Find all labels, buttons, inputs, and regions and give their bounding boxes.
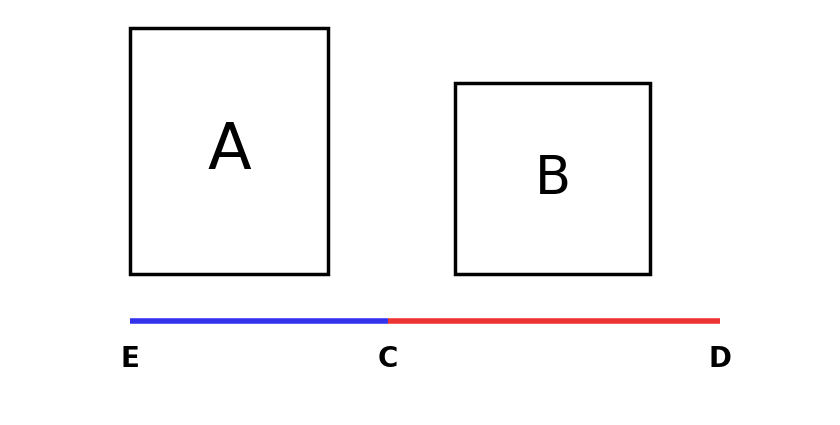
Text: B: B: [534, 153, 571, 204]
Bar: [455, 83, 650, 274]
Text: E: E: [121, 345, 139, 373]
Text: D: D: [708, 345, 732, 373]
Text: C: C: [378, 345, 398, 373]
Text: A: A: [207, 120, 251, 182]
Bar: [130, 28, 328, 274]
